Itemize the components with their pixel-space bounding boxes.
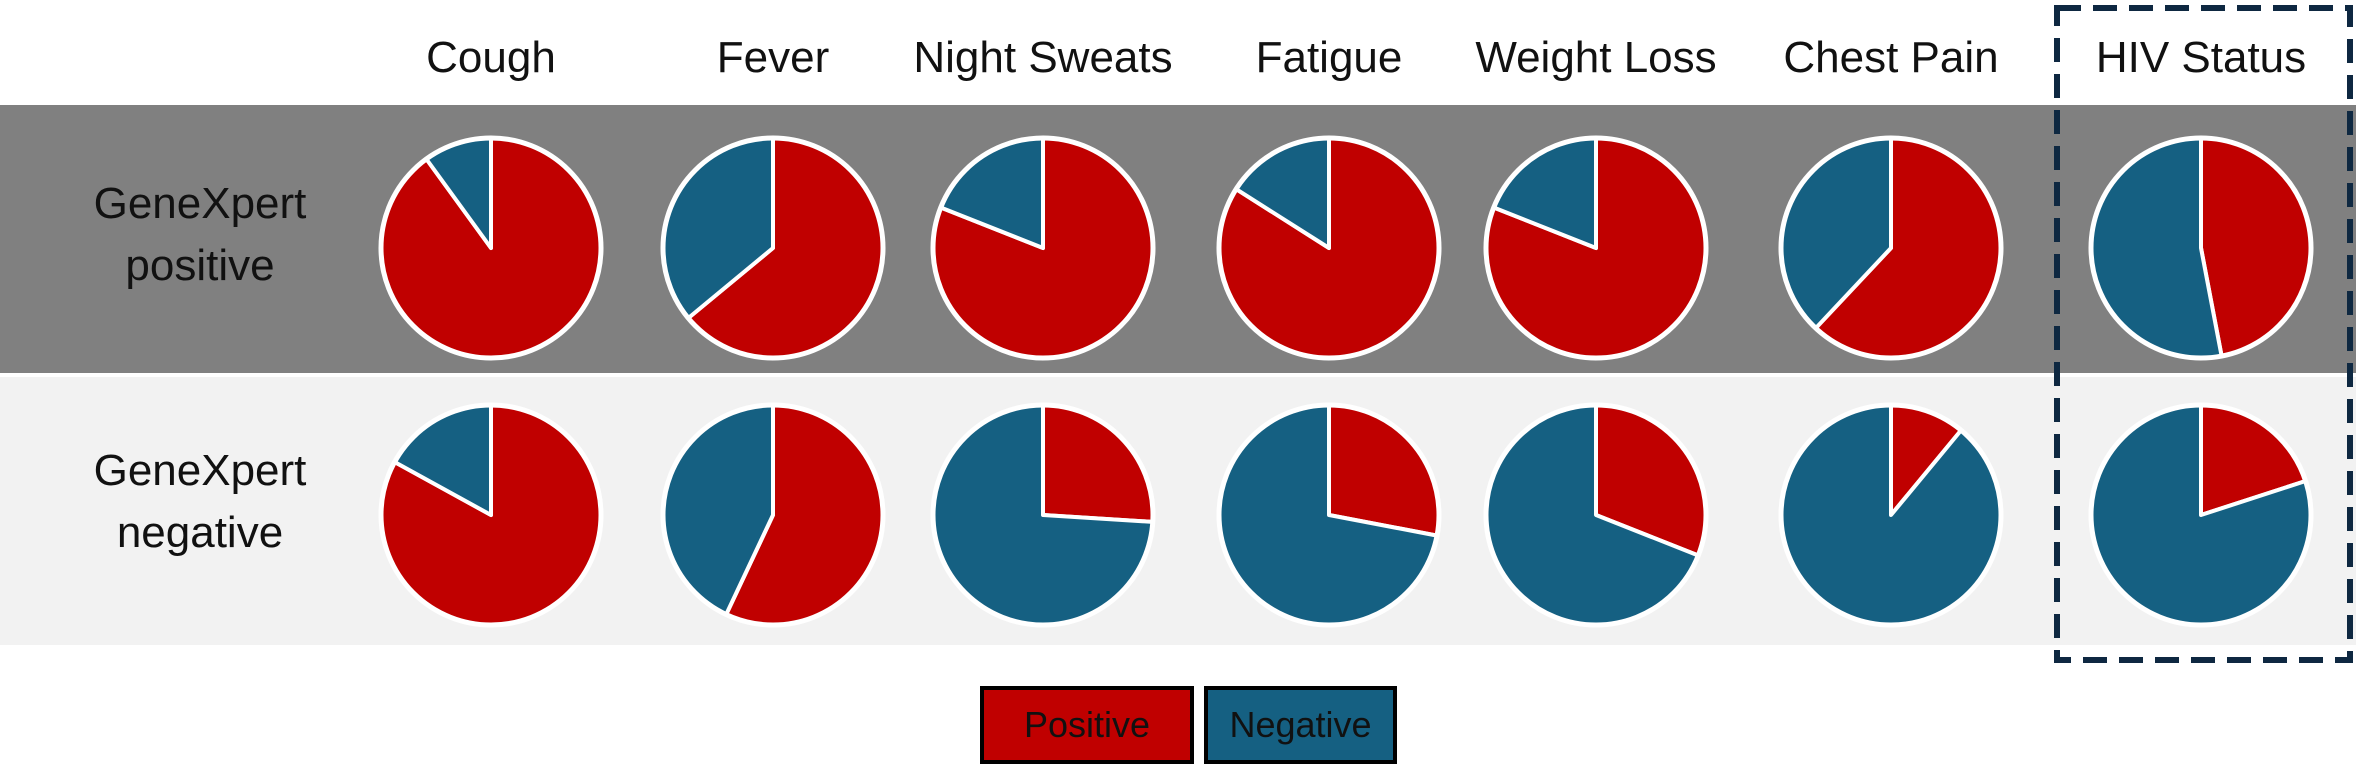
pie-genexpert-negative-chest-pain bbox=[1781, 405, 2001, 625]
legend-entry-negative: Negative bbox=[1206, 688, 1395, 762]
pie-genexpert-positive-cough bbox=[381, 138, 601, 358]
row-label-genexpert-negative-line-1: GeneXpert bbox=[94, 446, 307, 495]
pie-genexpert-positive-fatigue bbox=[1219, 138, 1439, 358]
pie-genexpert-negative-weight-loss bbox=[1486, 405, 1706, 625]
column-headers: Cough Fever Night Sweats Fatigue Weight Loss… bbox=[426, 33, 2306, 82]
column-header-cough: Cough bbox=[426, 33, 556, 82]
legend-label-positive: Positive bbox=[1024, 704, 1150, 745]
pie-genexpert-negative-fever bbox=[663, 405, 883, 625]
column-header-chest-pain: Chest Pain bbox=[1783, 33, 1998, 82]
legend-entry-positive: Positive bbox=[982, 688, 1192, 762]
pie-genexpert-positive-fever bbox=[663, 138, 883, 358]
column-header-fatigue: Fatigue bbox=[1256, 33, 1403, 82]
legend-label-negative: Negative bbox=[1229, 704, 1371, 745]
column-header-fever: Fever bbox=[717, 33, 829, 82]
pie-genexpert-positive-weight-loss bbox=[1486, 138, 1706, 358]
pie-genexpert-positive-chest-pain bbox=[1781, 138, 2001, 358]
pie-genexpert-negative-hiv-status bbox=[2091, 405, 2311, 625]
pie-genexpert-negative-night-sweats bbox=[933, 405, 1153, 625]
pie-genexpert-positive-night-sweats bbox=[933, 138, 1153, 358]
row-label-genexpert-positive-line-1: GeneXpert bbox=[94, 179, 307, 228]
pie-genexpert-negative-cough bbox=[381, 405, 601, 625]
row-label-genexpert-positive-line-2: positive bbox=[125, 241, 274, 290]
column-header-night-sweats: Night Sweats bbox=[913, 33, 1172, 82]
pie-genexpert-negative-fatigue bbox=[1219, 405, 1439, 625]
column-header-hiv-status: HIV Status bbox=[2096, 33, 2306, 82]
legend: Positive Negative bbox=[982, 688, 1395, 762]
pie-genexpert-positive-hiv-status bbox=[2091, 138, 2311, 358]
column-header-weight-loss: Weight Loss bbox=[1475, 33, 1716, 82]
row-label-genexpert-negative-line-2: negative bbox=[117, 508, 283, 557]
